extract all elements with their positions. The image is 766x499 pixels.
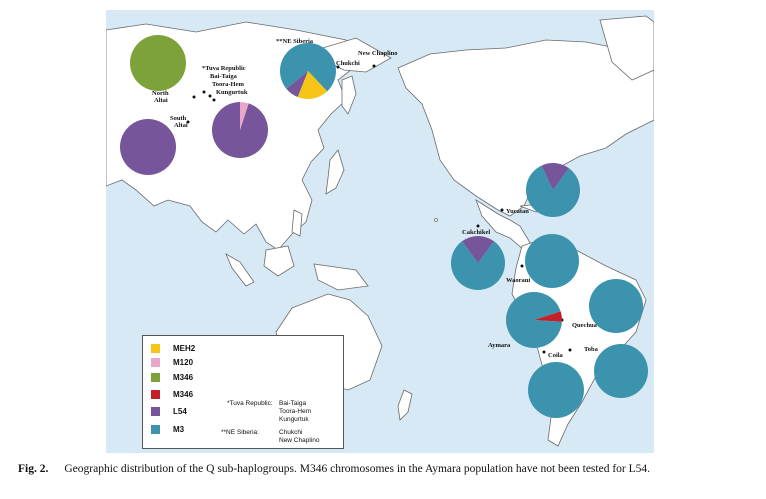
pie-slice-m3 <box>506 292 562 349</box>
new-chaplino-marker <box>372 64 376 68</box>
pie-slice-l54 <box>462 235 494 263</box>
pie-slice-m346 <box>534 311 562 322</box>
north-altai-marker <box>192 95 196 99</box>
label-south-altai-1: South <box>170 115 187 122</box>
philippines-landmass <box>291 209 303 237</box>
legend-item-meh2: MEH2 <box>151 343 195 353</box>
japan-landmass <box>325 149 345 195</box>
sumatra-landmass <box>225 253 255 287</box>
toba-marker <box>568 348 572 352</box>
pie-waorani <box>525 234 579 288</box>
pie-slice-m120 <box>240 102 249 130</box>
pie-slice-m3 <box>589 279 643 333</box>
bai-taiga-marker <box>202 90 206 94</box>
pie-slice-m3 <box>594 344 648 398</box>
legend-label: M120 <box>173 357 194 367</box>
legend-swatch <box>151 372 160 382</box>
label-toba: Toba <box>584 346 599 353</box>
pie-slice-m346 <box>130 35 186 91</box>
pie-cakchikel <box>451 235 506 290</box>
label-ne-siberia: **NE Siberia <box>276 38 314 45</box>
legend-label: L54 <box>173 406 187 416</box>
chukchi-marker <box>336 65 340 69</box>
cakchikel-marker <box>476 224 480 228</box>
legend-label: M346 <box>173 372 194 382</box>
legend-swatch <box>151 343 160 353</box>
place-labels: **NE Siberia New Chaplino Chukchi *Tuva … <box>152 38 599 359</box>
waorani-marker <box>520 264 524 268</box>
label-coila: Coila <box>548 352 564 359</box>
label-yucatan: Yucatan <box>506 208 529 215</box>
pie-slice-m3 <box>528 362 584 418</box>
legend-item-m346-green: M346 <box>151 372 193 382</box>
hawaii-island <box>434 218 438 222</box>
label-aymara: Aymara <box>488 342 511 349</box>
greenland-landmass <box>599 15 654 81</box>
borneo-landmass <box>263 245 295 277</box>
new-zealand-landmass <box>397 389 413 421</box>
legend-swatch <box>151 389 160 399</box>
label-tuva-republic: *Tuva Republic <box>202 65 246 72</box>
label-north-altai-1: North <box>152 90 169 97</box>
caption-text: Geographic distribution of the Q sub-hap… <box>64 463 651 475</box>
label-new-chaplino: New Chaplino <box>358 50 398 57</box>
label-quechua: Quechua <box>572 322 598 329</box>
pie-slice-m3 <box>280 42 336 92</box>
kamchatka-landmass <box>341 75 357 115</box>
pie-yucatan <box>526 163 580 217</box>
pie-south-altai <box>120 119 176 175</box>
pie-charts <box>120 35 648 418</box>
label-north-altai-2: Altai <box>154 97 168 104</box>
toora-hem-marker <box>208 94 212 98</box>
new-guinea-landmass <box>313 263 369 291</box>
legend-item-m120: M120 <box>151 357 193 367</box>
pie-slice-l54 <box>541 163 569 190</box>
pie-tuva <box>212 102 268 158</box>
label-chukchi: Chukchi <box>336 60 360 67</box>
legend-box: MEH2 M120 M346 M346 L54 M3 *Tuva Republi… <box>142 335 344 449</box>
label-kungurtuk: Kungurtuk <box>216 89 248 96</box>
legend-label: M3 <box>173 424 185 434</box>
pie-ne-siberia <box>280 42 336 99</box>
legend-label: MEH2 <box>173 343 196 353</box>
legend-item-l54: L54 <box>151 406 187 416</box>
pie-aymara <box>506 292 562 349</box>
label-bai-taiga: Bai-Taiga <box>210 73 238 80</box>
pie-slice-m3 <box>525 234 579 288</box>
pie-slice-m3 <box>526 165 580 217</box>
legend-item-m346-red: M346 <box>151 389 193 399</box>
figure-caption: Fig. 2. Geographic distribution of the Q … <box>18 463 758 476</box>
figure-number: Fig. 2. <box>18 463 49 475</box>
coila-marker <box>542 350 546 354</box>
pie-slice-m3 <box>451 241 506 290</box>
legend-label: M346 <box>173 389 194 399</box>
south-altai-marker <box>186 120 190 124</box>
pie-slice-meh2 <box>297 71 328 99</box>
pie-toba <box>594 344 648 398</box>
label-south-altai-2: Altai <box>174 122 188 129</box>
pie-slice-l54 <box>120 119 176 175</box>
kungurtuk-marker <box>212 98 216 102</box>
label-waorani: Waorani <box>506 277 530 284</box>
pie-slice-l54 <box>286 71 308 98</box>
legend-note-key: *Tuva Republic: <box>227 400 273 407</box>
pie-coila <box>528 362 584 418</box>
legend-note-value: Chukchi New Chaplino <box>279 429 320 444</box>
map-panel: **NE Siberia New Chaplino Chukchi *Tuva … <box>106 10 654 453</box>
label-cakchikel: Cakchikel <box>462 229 490 236</box>
legend-note-key: **NE Siberia: <box>221 429 259 436</box>
pie-quechua <box>589 279 643 333</box>
legend-swatch <box>151 424 160 434</box>
yucatan-marker <box>500 208 504 212</box>
legend-swatch <box>151 406 160 416</box>
legend-item-m3: M3 <box>151 424 184 434</box>
pie-north-altai <box>130 35 186 91</box>
label-toora-hem: Toora-Hem <box>212 81 244 88</box>
legend-note-value: Bai-Taiga Toora-Hem Kungurtuk <box>279 400 312 423</box>
legend-swatch <box>151 357 160 367</box>
